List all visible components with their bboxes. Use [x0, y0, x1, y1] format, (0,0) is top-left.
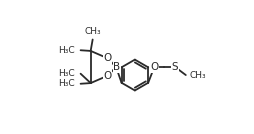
Text: O: O — [150, 62, 158, 72]
Text: O: O — [103, 53, 111, 63]
Text: CH₃: CH₃ — [188, 70, 205, 80]
Text: H₃C: H₃C — [58, 46, 74, 55]
Text: CH₃: CH₃ — [84, 27, 101, 36]
Text: S: S — [171, 62, 178, 72]
Text: B: B — [113, 62, 120, 72]
Text: O: O — [103, 71, 111, 81]
Text: H₃C: H₃C — [58, 79, 74, 88]
Text: H₃C: H₃C — [58, 68, 74, 78]
